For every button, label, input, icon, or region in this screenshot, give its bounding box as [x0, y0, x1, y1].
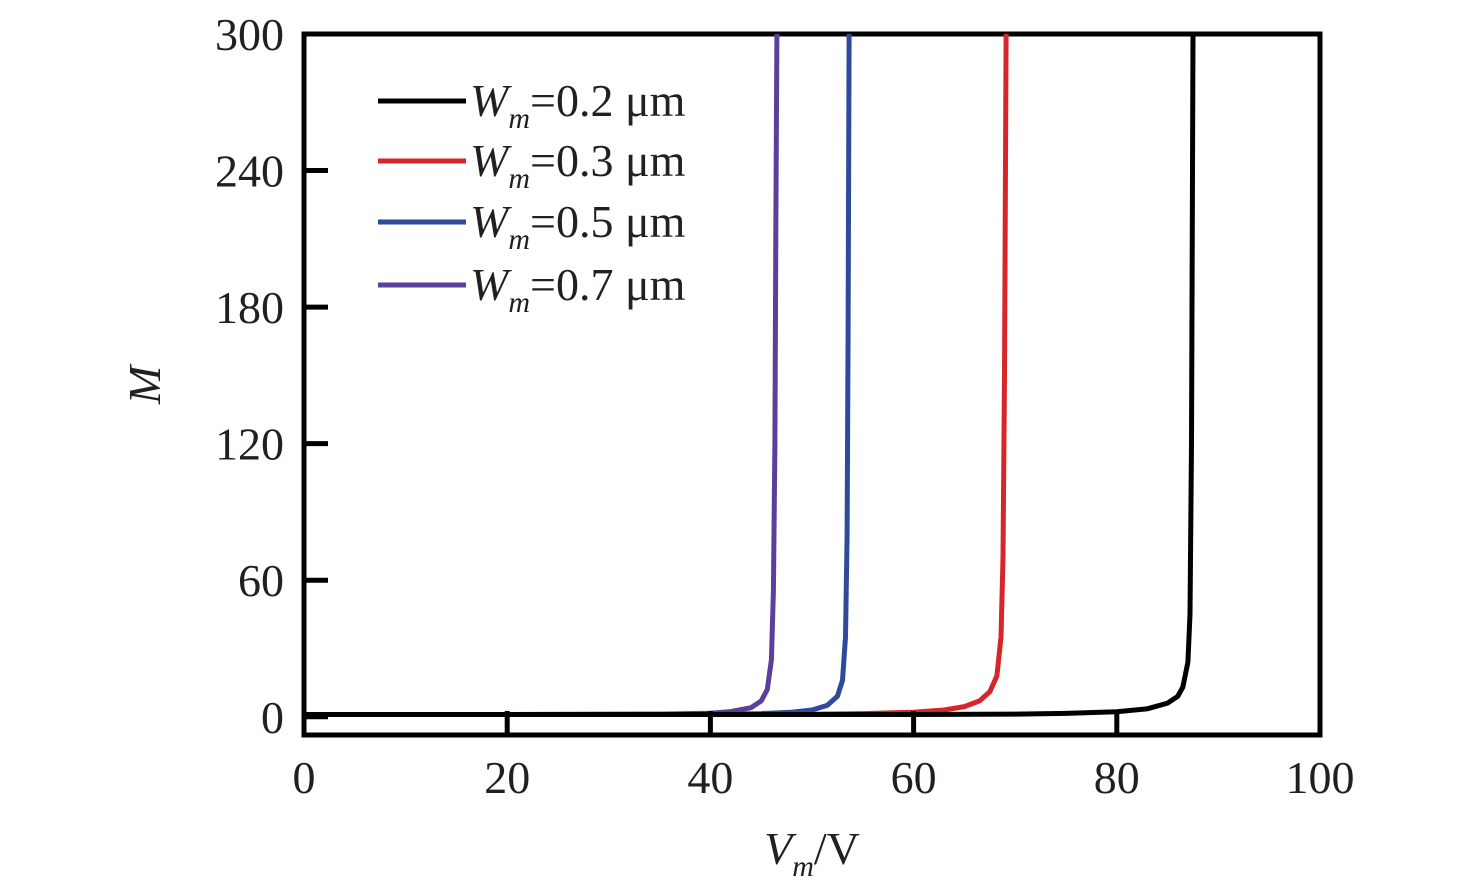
x-axis-title: Vm/V: [764, 823, 860, 883]
legend-label: Wm=0.5 μm: [470, 196, 686, 256]
x-axis-ticks: 0 20 40 60 80 100: [293, 711, 1355, 803]
x-tick-label: 80: [1094, 752, 1140, 803]
x-tick-label: 100: [1286, 752, 1355, 803]
y-tick-label: 60: [238, 555, 284, 606]
legend-item: Wm=0.2 μm: [378, 75, 686, 135]
x-tick-label: 40: [687, 752, 733, 803]
series-line-0: [304, 33, 1196, 717]
y-tick-label: 120: [215, 419, 284, 470]
x-tick-label: 60: [891, 752, 937, 803]
y-tick-label: 180: [215, 282, 284, 333]
legend-item: Wm=0.3 μm: [378, 135, 686, 195]
legend-label: Wm=0.3 μm: [470, 135, 686, 195]
x-tick-label: 0: [293, 752, 316, 803]
y-tick-label: 240: [215, 146, 284, 197]
series-layer: [304, 33, 1196, 717]
plot-area: [301, 31, 1323, 738]
plot-frame: [301, 31, 1323, 738]
x-tick-label: 20: [484, 752, 530, 803]
y-tick-label: 300: [215, 9, 284, 60]
legend-label: Wm=0.2 μm: [470, 75, 686, 135]
y-tick-label: 0: [261, 692, 284, 743]
y-axis-ticks: 0 60 120 180 240 300: [215, 9, 328, 743]
legend-item: Wm=0.7 μm: [378, 259, 686, 319]
y-axis-title: M: [119, 363, 170, 405]
legend-item: Wm=0.5 μm: [378, 196, 686, 256]
legend-label: Wm=0.7 μm: [470, 259, 686, 319]
